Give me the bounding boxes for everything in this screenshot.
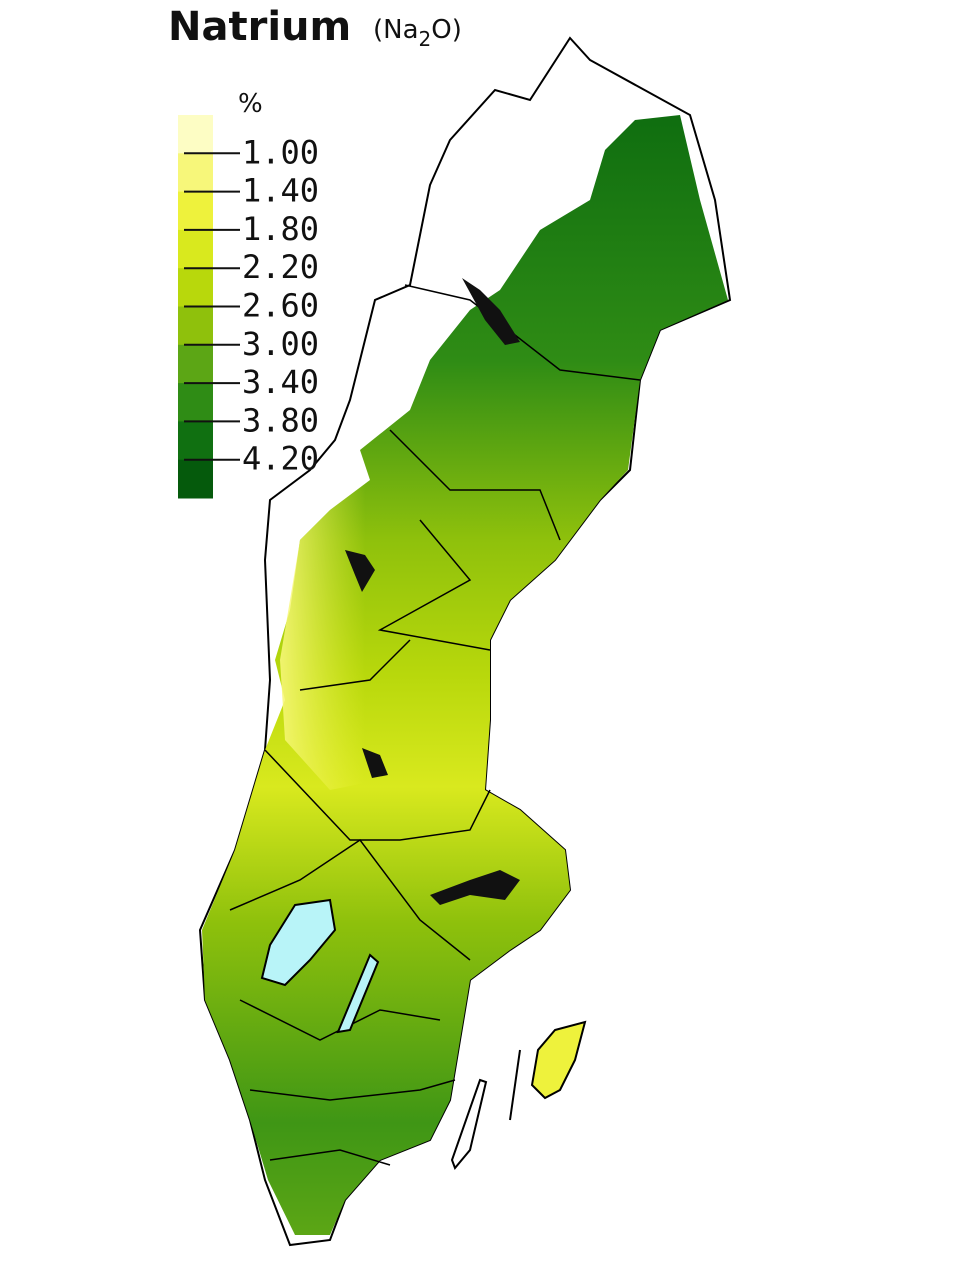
legend-label: 1.80 (242, 210, 319, 248)
legend-label: 1.40 (242, 172, 319, 210)
legend: % 1.001.401.802.202.603.003.403.804.20 (178, 89, 319, 499)
lake-north (462, 278, 520, 345)
formula-close: O) (431, 15, 462, 45)
legend-label: 3.80 (242, 401, 319, 439)
legend-label: 1.00 (242, 133, 319, 171)
formula-open: (Na (373, 15, 419, 45)
concentration-area (202, 115, 728, 1235)
lake-malaren (430, 870, 520, 905)
formula-subscript: 2 (419, 27, 432, 51)
coast-sliver (509, 1049, 521, 1121)
legend-label: 3.40 (242, 363, 319, 401)
island-oland (450, 1078, 488, 1170)
island-gotland (530, 1020, 587, 1100)
map-title: Natrium (168, 4, 351, 50)
legend-label: 2.20 (242, 248, 319, 286)
legend-swatch (178, 229, 213, 269)
lake-storsjon (345, 550, 375, 592)
legend-swatch (178, 115, 213, 154)
legend-label: 4.20 (242, 440, 319, 478)
west-yellow-zone (280, 410, 470, 790)
legend-swatch (178, 268, 213, 307)
lake-vanern (260, 898, 337, 987)
lake-vattern (336, 953, 380, 1034)
legend-swatch (178, 383, 213, 422)
legend-swatch (178, 306, 213, 346)
formula: (Na2O) (373, 15, 462, 51)
lake-siljan (362, 748, 388, 778)
legend-swatch (178, 459, 213, 499)
legend-unit: % (238, 89, 263, 119)
legend-swatch (178, 191, 213, 231)
legend-label: 2.60 (242, 287, 319, 325)
legend-label: 3.00 (242, 325, 319, 363)
legend-swatch (178, 421, 213, 461)
legend-swatch (178, 344, 213, 384)
legend-swatch (178, 153, 213, 193)
